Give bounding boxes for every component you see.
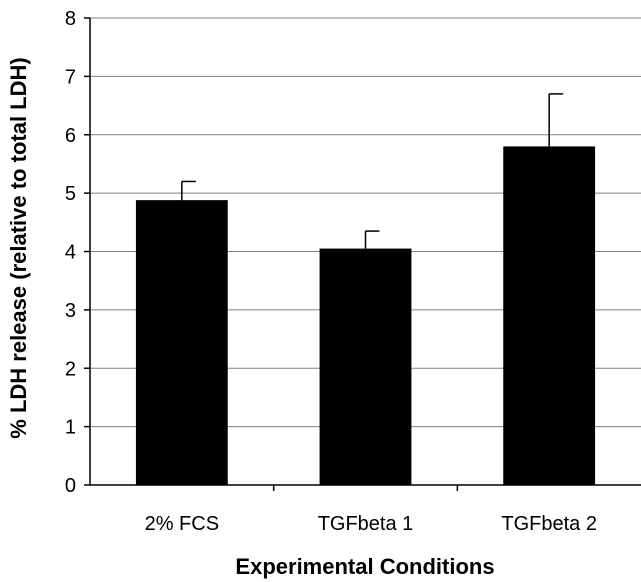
- y-tick-labels: 0 1 2 3 4 5 6 7 8: [65, 8, 76, 497]
- y-tick-label: 2: [65, 358, 76, 380]
- y-tick-label: 3: [65, 300, 76, 322]
- y-tick-label: 6: [65, 125, 76, 147]
- y-tick-label: 8: [65, 8, 76, 30]
- axes: [84, 17, 641, 491]
- y-tick-label: 5: [65, 183, 76, 205]
- bar: [319, 248, 412, 485]
- x-axis-title: Experimental Conditions: [235, 554, 494, 579]
- y-axis-title: % LDH release (relative to total LDH): [6, 57, 31, 438]
- bar: [135, 200, 228, 485]
- x-tick-label: 2% FCS: [145, 513, 219, 535]
- x-tick-labels: 2% FCS TGFbeta 1 TGFbeta 2: [145, 513, 597, 535]
- bar: [503, 146, 596, 486]
- error-bars: [181, 93, 564, 249]
- y-tick-label: 1: [65, 417, 76, 439]
- y-tick-label: 7: [65, 66, 76, 88]
- x-tick-label: TGFbeta 2: [501, 513, 597, 535]
- bars: [135, 146, 596, 486]
- y-tick-label: 0: [65, 475, 76, 497]
- y-tick-label: 4: [65, 242, 76, 264]
- x-tick-label: TGFbeta 1: [318, 513, 414, 535]
